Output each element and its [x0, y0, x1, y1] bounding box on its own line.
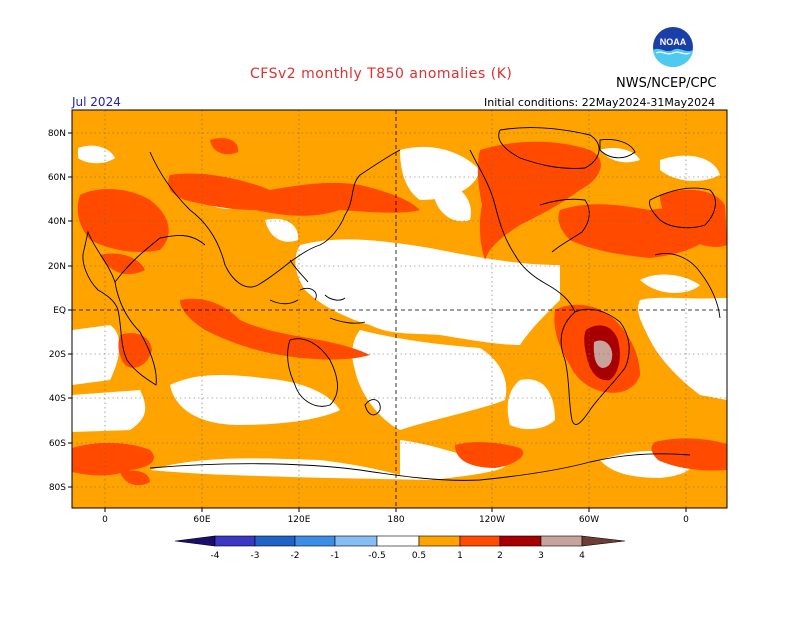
- colorbar-minus3-minus2: [254, 535, 296, 547]
- lon-label-120e: 120E: [288, 515, 311, 525]
- lat-label-60s: 60S: [49, 439, 66, 449]
- colorbar: [174, 535, 626, 547]
- colorbar-label-05: 0.5: [412, 551, 426, 561]
- anomaly-field: [72, 110, 727, 508]
- noaa-logo: NOAA: [653, 27, 693, 67]
- coastlines: [82, 127, 721, 481]
- lon-label-60w: 60W: [579, 515, 599, 525]
- colorbar-2-3: [499, 535, 542, 547]
- colorbar-label-minus4: -4: [211, 551, 220, 561]
- initial-conditions: Initial conditions: 22May2024-31May2024: [484, 96, 716, 109]
- chart-title: CFSv2 monthly T850 anomalies (K): [250, 66, 513, 82]
- lat-label-60n: 60N: [48, 173, 66, 183]
- colorbar-label-1: 1: [457, 551, 463, 561]
- colorbar-3-4: [540, 535, 583, 547]
- colorbar-labels: -4 -3 -2 -1 -0.5 0.5 1 2 3 4: [211, 551, 586, 561]
- lon-label-0: 0: [102, 515, 108, 525]
- colorbar-label-minus2: -2: [291, 551, 300, 561]
- lat-label-eq: EQ: [53, 306, 66, 316]
- anomaly-3-4: [593, 340, 613, 368]
- grid-lines: [72, 110, 727, 508]
- colorbar-label-minus05: -0.5: [368, 551, 386, 561]
- noaa-logo-text: NOAA: [660, 37, 687, 47]
- colorbar-neutral: [376, 535, 420, 547]
- colorbar-lt-minus4: [174, 535, 216, 547]
- colorbar-label-2: 2: [497, 551, 503, 561]
- lat-label-80n: 80N: [48, 129, 66, 139]
- axis-ticks: [68, 132, 687, 512]
- anomaly-1-2: [72, 138, 727, 486]
- lat-label-80s: 80S: [49, 483, 66, 493]
- agency-label: NWS/NCEP/CPC: [616, 76, 717, 91]
- colorbar-minus2-minus1: [294, 535, 336, 547]
- lat-label-40s: 40S: [49, 394, 66, 404]
- colorbar-label-3: 3: [538, 551, 544, 561]
- neutral-regions: [72, 145, 727, 480]
- colorbar-label-minus1: -1: [331, 551, 340, 561]
- lat-label-40n: 40N: [48, 217, 66, 227]
- colorbar-gt-4: [581, 535, 626, 547]
- lon-label-120w: 120W: [479, 515, 505, 525]
- lon-label-180: 180: [387, 515, 404, 525]
- colorbar-label-4: 4: [579, 551, 585, 561]
- colorbar-minus4-minus3: [214, 535, 256, 547]
- lat-label-20n: 20N: [48, 262, 66, 272]
- lon-labels: 0 60E 120E 180 120W 60W 0: [102, 515, 689, 525]
- equator-dateline: [72, 110, 727, 508]
- lat-label-20s: 20S: [49, 350, 66, 360]
- map-frame: [71, 109, 728, 509]
- colorbar-minus1-minus05: [334, 535, 378, 547]
- colorbar-1-2: [459, 535, 501, 547]
- lon-label-0-east: 0: [683, 515, 689, 525]
- valid-month: Jul 2024: [72, 95, 121, 109]
- lon-label-60e: 60E: [193, 515, 210, 525]
- colorbar-05-1: [418, 535, 461, 547]
- lat-labels: 80N 60N 40N 20N EQ 20S 40S 60S 80S: [48, 129, 66, 493]
- colorbar-label-minus3: -3: [251, 551, 260, 561]
